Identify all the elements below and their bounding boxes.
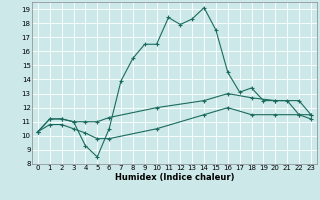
X-axis label: Humidex (Indice chaleur): Humidex (Indice chaleur)	[115, 173, 234, 182]
